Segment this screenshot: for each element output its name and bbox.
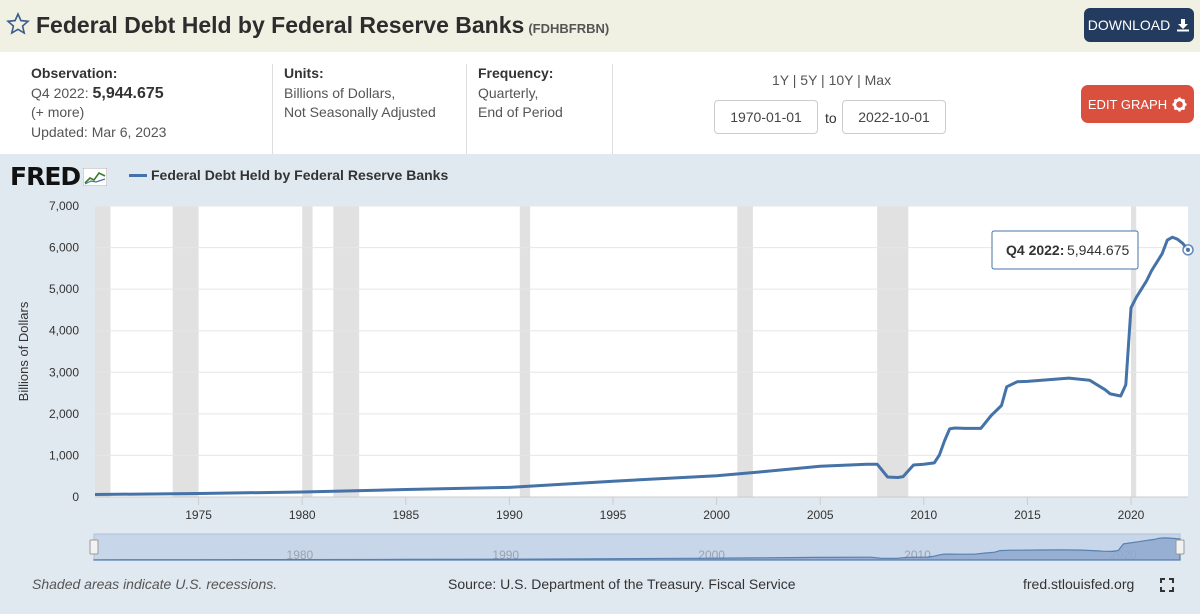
y-tick-label: 1,000	[49, 448, 79, 462]
observation-value: 5,944.675	[92, 84, 164, 102]
x-tick-label: 2020	[1118, 508, 1145, 522]
series-line	[94, 235, 1190, 496]
recession-band	[1131, 206, 1137, 497]
y-tick-label: 2,000	[49, 407, 79, 421]
x-tick-label: 1980	[289, 508, 316, 522]
navigator-handle[interactable]	[89, 539, 99, 555]
y-tick-label: 5,000	[49, 282, 79, 296]
line-chart: 0 1,000 2,000 3,000 4,000 5,000 6,000 7,000 Bill…	[16, 199, 1194, 562]
tooltip-value: 5,944.675	[1067, 242, 1129, 258]
observation-label: Observation:	[31, 65, 118, 81]
y-tick-label: 3,000	[49, 365, 79, 379]
y-tick-label: 7,000	[49, 199, 79, 213]
title-bar: Federal Debt Held by Federal Reserve Ban…	[0, 0, 1200, 52]
frequency-line1: Quarterly,	[478, 84, 539, 101]
y-tick-label: 4,000	[49, 324, 79, 338]
edit-graph-button[interactable]: EDIT GRAPH	[1081, 85, 1194, 123]
page-title: Federal Debt Held by Federal Reserve Ban…	[36, 12, 609, 39]
observation-block: Observation: Q4 2022: 5,944.675 (+ more)…	[31, 64, 166, 142]
x-tick-label: 1985	[392, 508, 419, 522]
legend-swatch	[129, 174, 147, 177]
start-date-input[interactable]: 1970-01-01	[714, 100, 818, 134]
x-tick-label: 2010	[910, 508, 937, 522]
fred-url-link[interactable]: fred.stlouisfed.org	[1023, 576, 1135, 592]
recession-band	[95, 206, 111, 497]
x-tick-label: 2005	[807, 508, 834, 522]
recession-note: Shaded areas indicate U.S. recessions.	[32, 576, 278, 592]
observation-period: Q4 2022:	[31, 84, 89, 101]
edit-graph-label: EDIT GRAPH	[1087, 96, 1168, 112]
chart-area: FRED Federal Debt Held by Federal Reserv…	[0, 154, 1200, 614]
tooltip-period: Q4 2022:	[1006, 242, 1064, 258]
star-icon[interactable]	[6, 12, 30, 36]
gear-icon	[1172, 96, 1187, 112]
end-date-input[interactable]: 2022-10-01	[842, 100, 946, 134]
to-label: to	[825, 110, 837, 126]
frequency-line2: End of Period	[478, 104, 563, 120]
updated-date: Updated: Mar 6, 2023	[31, 123, 167, 140]
divider	[466, 64, 467, 154]
download-label: DOWNLOAD	[1087, 17, 1171, 33]
fullscreen-icon[interactable]	[1160, 578, 1174, 592]
navigator-series	[93, 537, 1181, 561]
fred-logo: FRED	[10, 162, 108, 191]
y-tick-label: 0	[72, 490, 79, 504]
recession-band	[877, 206, 909, 497]
data-point	[1186, 247, 1190, 252]
units-line1: Billions of Dollars,	[284, 84, 396, 101]
units-label: Units:	[284, 65, 324, 81]
y-axis-label: Billions of Dollars	[16, 301, 31, 401]
source-text: Source: U.S. Department of the Treasury.…	[448, 576, 796, 592]
x-tick-label: 2000	[703, 508, 730, 522]
legend-label: Federal Debt Held by Federal Reserve Ban…	[151, 167, 449, 183]
x-tick-label: 1995	[600, 508, 627, 522]
divider	[272, 64, 273, 154]
recession-band	[519, 206, 531, 497]
tooltip-box	[991, 230, 1139, 270]
recession-band	[302, 206, 313, 497]
x-tick-label: 1990	[496, 508, 523, 522]
more-link[interactable]: (+ more)	[31, 104, 85, 120]
recession-band	[172, 206, 199, 497]
x-tick-label: 1975	[185, 508, 212, 522]
x-tick-label: 2015	[1014, 508, 1041, 522]
recession-band	[737, 206, 753, 497]
divider	[612, 64, 613, 154]
units-line2: Not Seasonally Adjusted	[284, 104, 436, 120]
range-selector[interactable]: 1Y | 5Y | 10Y | Max	[772, 72, 892, 88]
y-tick-label: 6,000	[49, 241, 79, 255]
series-metadata: Observation: Q4 2022: 5,944.675 (+ more)…	[0, 52, 1200, 154]
download-button[interactable]: DOWNLOAD	[1084, 8, 1194, 42]
navigator-handle[interactable]	[1175, 539, 1185, 555]
recession-band	[333, 206, 360, 497]
series-id: (FDHBFRBN)	[528, 21, 610, 36]
navigator-tick-label: 1980	[287, 548, 314, 562]
units-block: Units: Billions of Dollars, Not Seasonal…	[284, 64, 436, 123]
frequency-label: Frequency:	[478, 65, 554, 81]
series-title: Federal Debt Held by Federal Reserve Ban…	[36, 12, 525, 38]
navigator-tick-label: 1990	[492, 548, 519, 562]
download-icon	[1177, 19, 1190, 32]
frequency-block: Frequency: Quarterly, End of Period	[478, 64, 563, 123]
